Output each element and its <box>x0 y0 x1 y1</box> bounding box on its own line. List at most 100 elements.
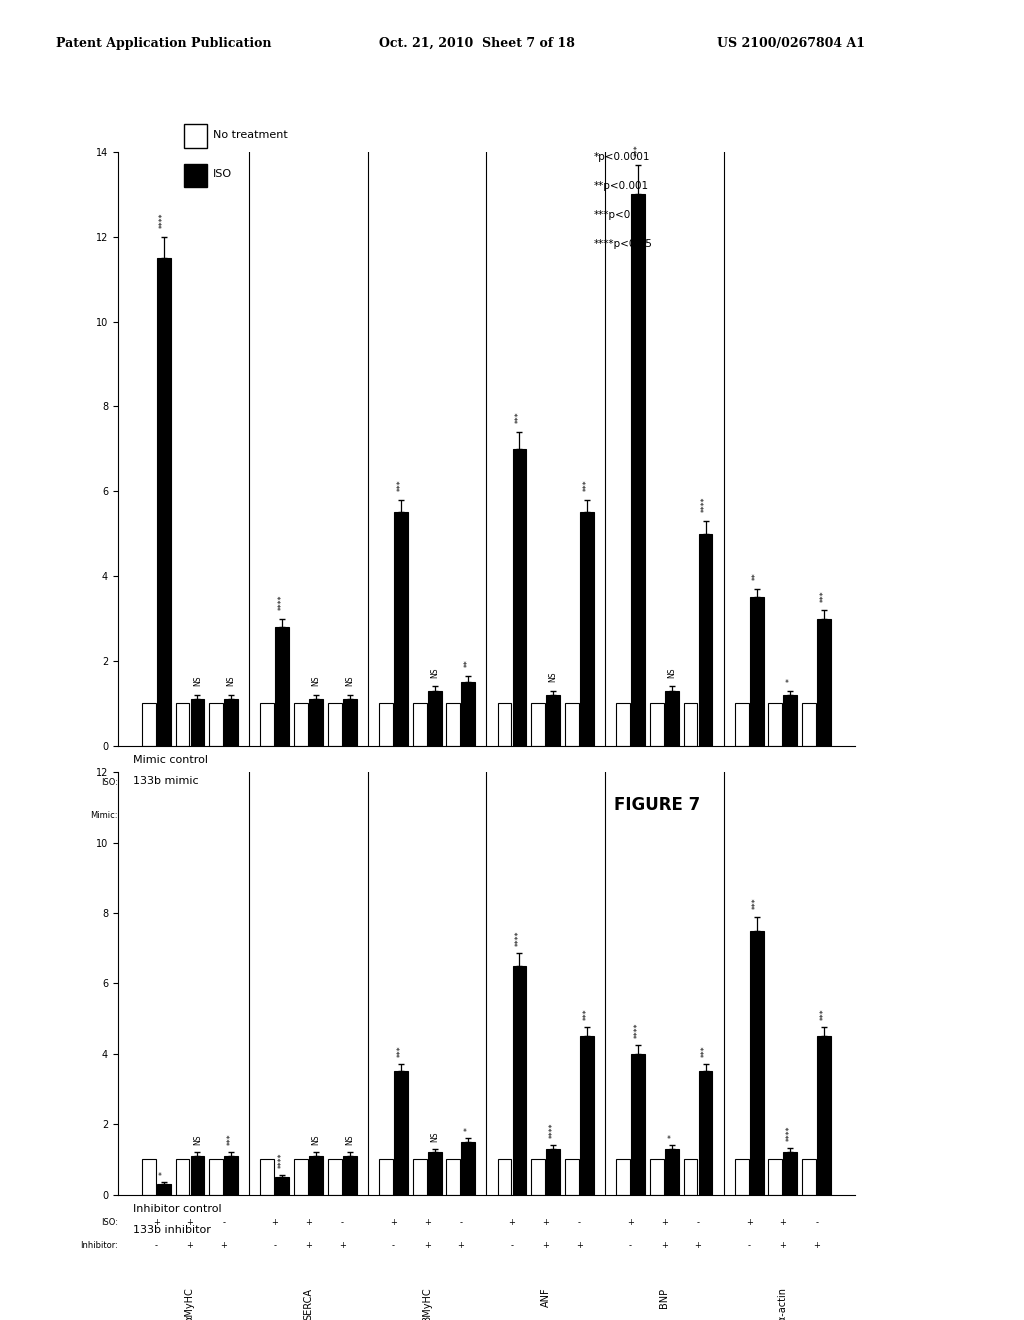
Text: ***: *** <box>634 144 642 156</box>
Text: +: + <box>186 1218 194 1226</box>
Text: SERCA: SERCA <box>303 876 313 908</box>
Text: +: + <box>186 1241 194 1250</box>
Bar <box>768 1159 782 1195</box>
Text: -: - <box>222 1218 225 1226</box>
Text: ISO:: ISO: <box>100 1218 118 1226</box>
Text: ***p<0.01: ***p<0.01 <box>594 210 647 220</box>
Text: NS: NS <box>345 1135 354 1146</box>
Text: ***: *** <box>583 479 592 491</box>
Bar <box>343 1156 356 1195</box>
Bar <box>531 704 545 746</box>
Text: -: - <box>273 810 276 820</box>
Text: *: * <box>785 678 795 682</box>
Bar <box>446 704 460 746</box>
Text: +: + <box>694 810 701 820</box>
Text: -: - <box>341 779 344 788</box>
Bar <box>328 704 342 746</box>
Text: ***: *** <box>701 1045 710 1057</box>
Text: 133b mimic: 133b mimic <box>133 776 199 787</box>
Bar <box>802 1159 816 1195</box>
Bar <box>260 704 274 746</box>
Text: Oct. 21, 2010  Sheet 7 of 18: Oct. 21, 2010 Sheet 7 of 18 <box>379 37 574 50</box>
Text: -: - <box>748 1241 751 1250</box>
Text: +: + <box>660 810 668 820</box>
Text: +: + <box>186 810 194 820</box>
Text: ****: **** <box>701 496 710 512</box>
Bar <box>175 704 189 746</box>
Bar <box>580 1036 594 1195</box>
Text: βMyHC: βMyHC <box>422 876 432 911</box>
Text: +: + <box>627 779 634 788</box>
Text: -: - <box>341 1218 344 1226</box>
Bar <box>309 1156 323 1195</box>
Text: -: - <box>510 1241 513 1250</box>
Text: ****: **** <box>785 1126 795 1140</box>
Text: ****: **** <box>634 1023 642 1038</box>
Text: +: + <box>543 1218 549 1226</box>
Text: No treatment: No treatment <box>213 129 288 140</box>
Bar <box>565 1159 579 1195</box>
Text: **: ** <box>752 573 761 581</box>
Bar <box>802 704 816 746</box>
Text: +: + <box>186 779 194 788</box>
Bar <box>698 533 713 746</box>
Text: +: + <box>543 1241 549 1250</box>
Text: +: + <box>779 1241 786 1250</box>
Text: -: - <box>815 779 818 788</box>
Text: ANF: ANF <box>541 876 551 896</box>
Text: US 2100/0267804 A1: US 2100/0267804 A1 <box>717 37 865 50</box>
Bar <box>394 512 408 746</box>
Bar <box>616 704 630 746</box>
Text: +: + <box>813 810 820 820</box>
Text: +: + <box>153 779 160 788</box>
Text: ISO: ISO <box>213 169 232 180</box>
Bar <box>428 1152 441 1195</box>
Text: SERCA: SERCA <box>303 1287 313 1320</box>
Text: -: - <box>460 1218 463 1226</box>
Bar <box>294 704 308 746</box>
Text: +: + <box>779 1218 786 1226</box>
Bar <box>157 257 171 746</box>
Text: NS: NS <box>668 668 676 678</box>
Bar <box>379 1159 393 1195</box>
Bar <box>413 704 427 746</box>
Bar <box>260 1159 274 1195</box>
Text: +: + <box>424 1218 430 1226</box>
Bar <box>498 704 511 746</box>
Bar <box>343 700 356 746</box>
Text: +: + <box>660 779 668 788</box>
Text: NS: NS <box>311 1135 321 1146</box>
Text: NS: NS <box>345 676 354 686</box>
Text: BNP: BNP <box>659 876 670 896</box>
Text: +: + <box>813 1241 820 1250</box>
Text: **: ** <box>464 660 473 668</box>
Text: -: - <box>155 1241 158 1250</box>
Bar <box>209 704 223 746</box>
Text: Inhibitor control: Inhibitor control <box>133 1204 222 1214</box>
Text: -: - <box>510 810 513 820</box>
Text: +: + <box>220 1241 227 1250</box>
Bar <box>141 704 156 746</box>
Text: +: + <box>627 1218 634 1226</box>
Text: ***: *** <box>583 1008 592 1020</box>
Bar <box>175 1159 189 1195</box>
Bar <box>750 597 764 746</box>
Text: +: + <box>543 779 549 788</box>
Text: -: - <box>392 810 395 820</box>
Bar <box>462 682 475 746</box>
Text: +: + <box>424 779 430 788</box>
Text: +: + <box>660 1241 668 1250</box>
Bar <box>817 1036 831 1195</box>
Text: BNP: BNP <box>659 1287 670 1308</box>
Text: NS: NS <box>193 676 202 686</box>
Text: +: + <box>577 1241 583 1250</box>
Text: -: - <box>273 1241 276 1250</box>
Text: +: + <box>305 779 312 788</box>
Bar <box>413 1159 427 1195</box>
Text: -: - <box>578 779 581 788</box>
Text: +: + <box>424 1241 430 1250</box>
Bar <box>734 1159 749 1195</box>
Bar <box>565 704 579 746</box>
Text: +: + <box>458 1241 464 1250</box>
Text: Inhibitor:: Inhibitor: <box>80 1241 118 1250</box>
